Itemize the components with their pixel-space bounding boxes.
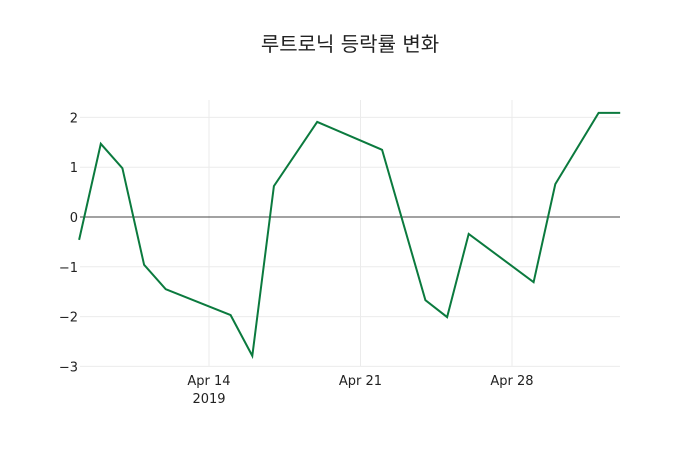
- y-tick-label: −1: [59, 261, 78, 276]
- y-tick-label: 1: [70, 161, 78, 176]
- y-tick-label: −2: [59, 311, 78, 326]
- x-tick-label: Apr 21: [339, 374, 382, 389]
- x-axis: Apr 14 2019 Apr 21 Apr 28: [187, 374, 533, 407]
- y-tick-label: 2: [70, 111, 78, 126]
- grid-lines: [80, 100, 620, 367]
- y-tick-label: 0: [70, 211, 78, 226]
- y-tick-label: −3: [59, 360, 78, 375]
- y-axis: 2 1 0 −1 −2 −3: [59, 111, 78, 375]
- chart-title: 루트로닉 등락률 변화: [260, 32, 440, 56]
- x-tick-year-label: 2019: [192, 392, 225, 407]
- series-line: [78, 111, 621, 360]
- x-tick-label: Apr 14: [187, 374, 230, 389]
- x-tick-label: Apr 28: [490, 374, 533, 389]
